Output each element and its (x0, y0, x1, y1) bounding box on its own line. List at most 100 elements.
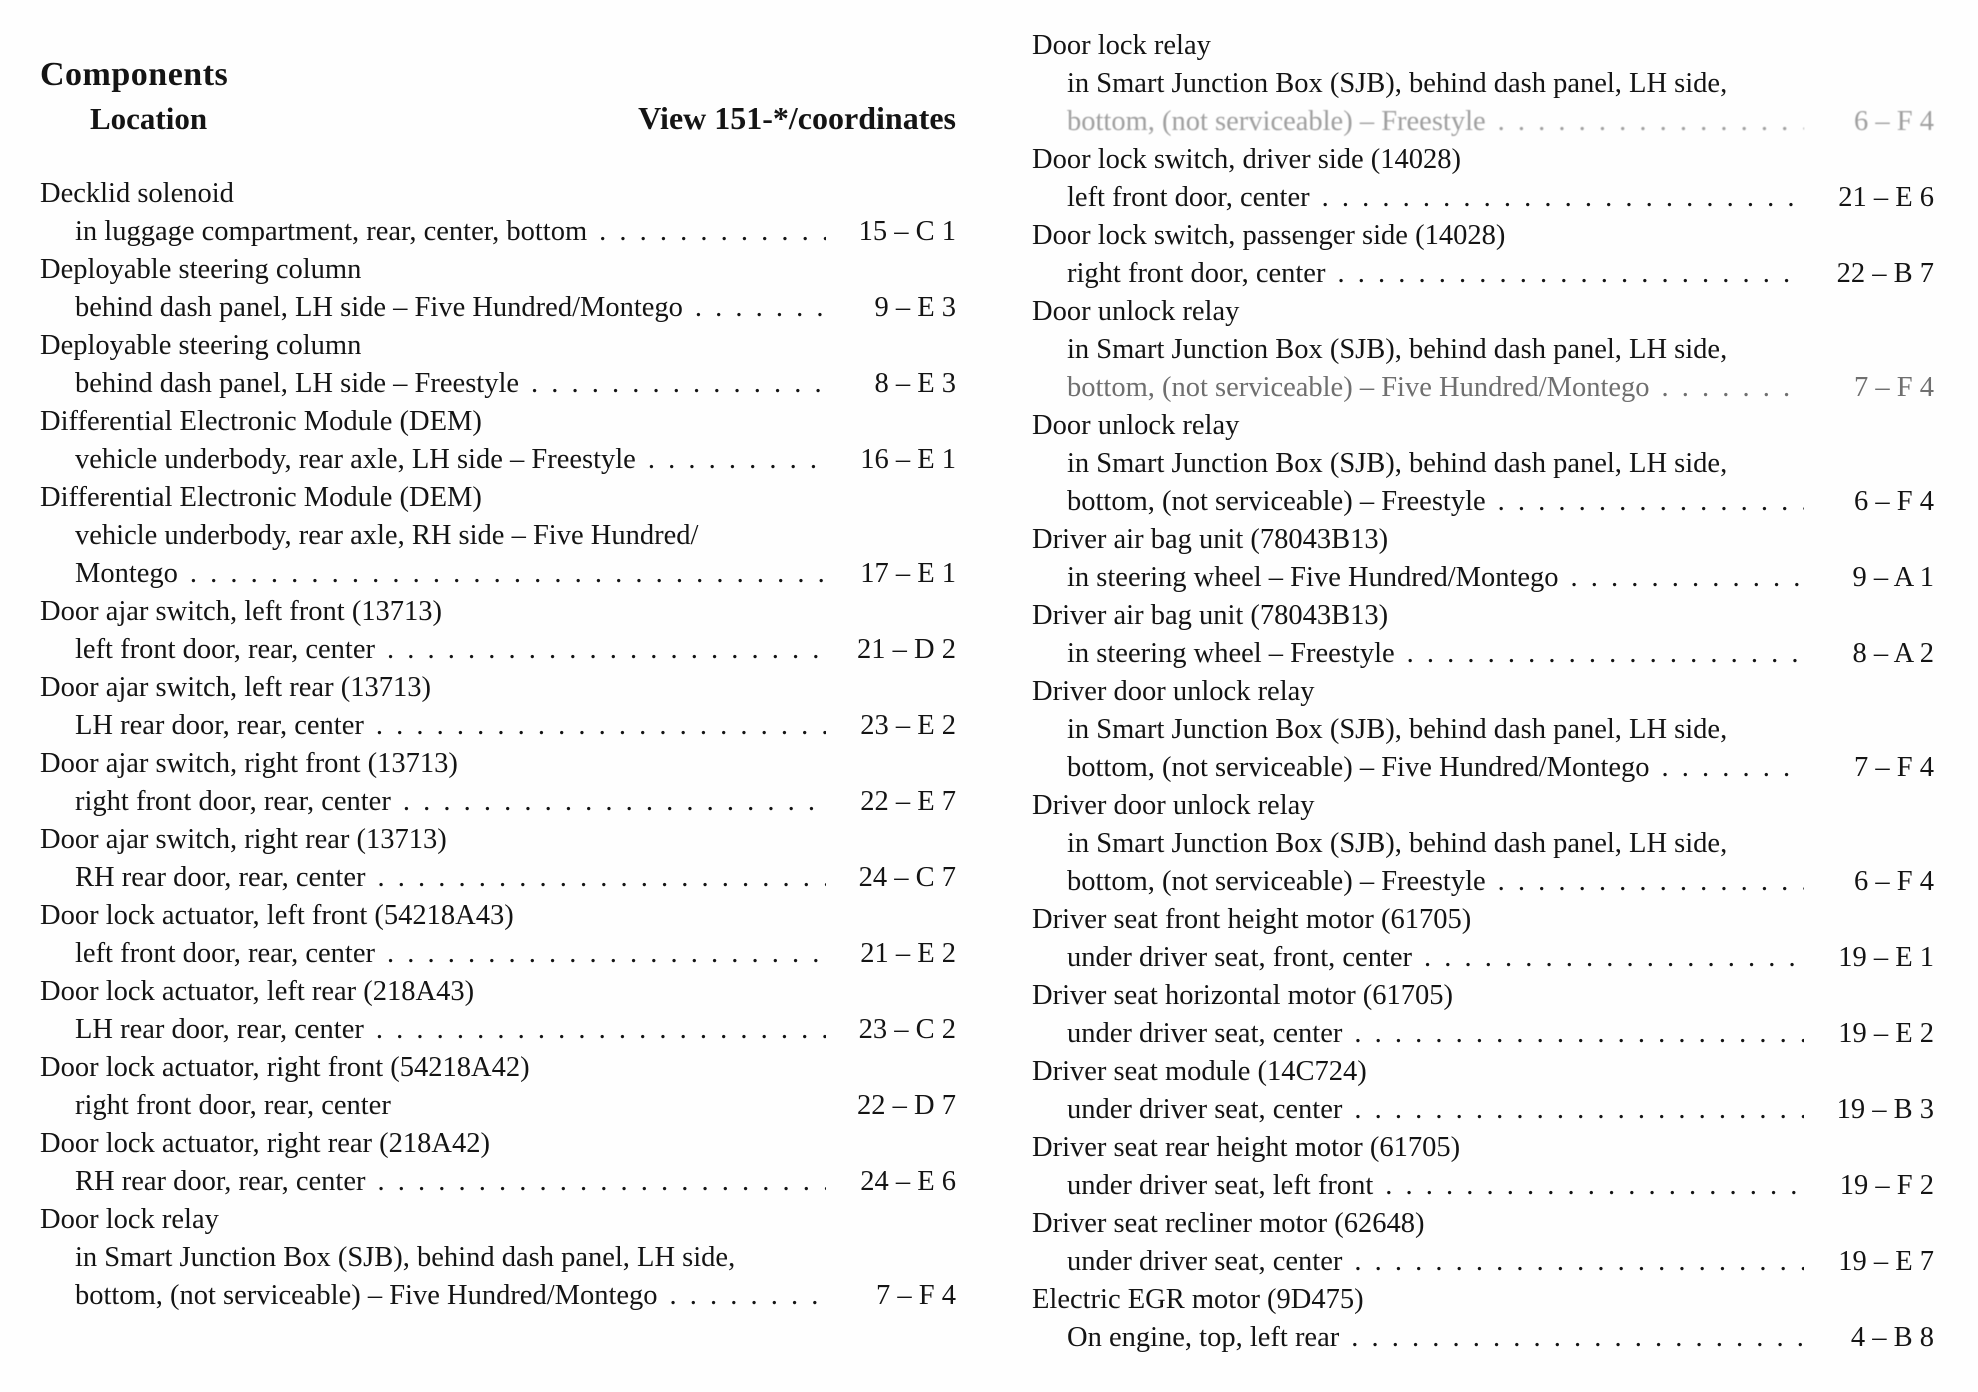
location-line: under driver seat, left front 19 – F 2 (1032, 1167, 1934, 1205)
component-entry: Decklid solenoid in luggage compartment, … (40, 175, 956, 251)
coordinate-ref: 24 – C 7 (858, 862, 956, 893)
location-line: bottom, (not serviceable) – Five Hundred… (1032, 749, 1934, 787)
coordinate-ref: 8 – A 2 (1852, 638, 1934, 669)
component-entry: Driver seat rear height motor (61705) und… (1032, 1129, 1934, 1205)
dot-leader (190, 555, 826, 593)
coordinate-ref: 22 – B 7 (1836, 258, 1934, 289)
view-coordinates-header: View 151-*/coordinates (638, 100, 956, 136)
location-line: in steering wheel – Freestyle 8 – A 2 (1032, 635, 1934, 673)
left-column-entries: Decklid solenoid in luggage compartment, … (40, 175, 956, 1315)
component-name: Door lock switch, driver side (14028) (1032, 144, 1461, 175)
location-line: RH rear door, rear, center 24 – E 6 (40, 1163, 956, 1201)
component-entry: Driver seat module (14C724) under driver … (1032, 1053, 1934, 1129)
component-entry: Differential Electronic Module (DEM) vehi… (40, 479, 956, 593)
dot-leader (376, 1011, 826, 1049)
component-entry: Door lock switch, passenger side (14028)… (1032, 217, 1934, 293)
dot-leader (1351, 1319, 1804, 1357)
component-name: Door ajar switch, left front (13713) (40, 596, 443, 627)
location-line: vehicle underbody, rear axle, LH side – … (40, 441, 956, 479)
component-entry: Door ajar switch, left front (13713) left… (40, 593, 956, 669)
location-text: in Smart Junction Box (SJB), behind dash… (1067, 714, 1728, 745)
component-entry: Door unlock relay in Smart Junction Box (… (1032, 293, 1934, 407)
dot-leader (1571, 559, 1804, 597)
location-line: bottom, (not serviceable) – Freestyle 6 –… (1032, 863, 1934, 901)
coordinate-ref: 17 – E 1 (860, 558, 956, 589)
location-line: behind dash panel, LH side – Freestyle 8 … (40, 365, 956, 403)
location-text: On engine, top, left rear (1067, 1322, 1340, 1353)
component-name: Driver seat horizontal motor (61705) (1032, 980, 1454, 1011)
coordinate-ref: 23 – E 2 (860, 710, 956, 741)
dot-leader (1385, 1167, 1804, 1205)
location-text: in Smart Junction Box (SJB), behind dash… (1067, 448, 1728, 479)
location-text: under driver seat, left front (1067, 1170, 1374, 1201)
component-name: Electric EGR motor (9D475) (1032, 1284, 1364, 1315)
location-line: right front door, center 22 – B 7 (1032, 255, 1934, 293)
component-entry: Driver door unlock relay in Smart Junctio… (1032, 673, 1934, 787)
coordinate-ref: 6 – F 4 (1854, 866, 1934, 897)
coordinate-ref: 8 – E 3 (874, 368, 956, 399)
location-line: right front door, rear, center 22 – D 7 (40, 1087, 956, 1125)
location-text: bottom, (not serviceable) – Freestyle (1067, 866, 1486, 897)
location-line: left front door, rear, center 21 – D 2 (40, 631, 956, 669)
dot-leader (599, 213, 826, 251)
location-line: LH rear door, rear, center 23 – C 2 (40, 1011, 956, 1049)
location-text: under driver seat, center (1067, 1018, 1343, 1049)
component-name: Driver seat module (14C724) (1032, 1056, 1367, 1087)
location-line: in steering wheel – Five Hundred/Montego… (1032, 559, 1934, 597)
component-name: Driver seat recliner motor (62648) (1032, 1208, 1425, 1239)
component-entry: Door ajar switch, right front (13713) rig… (40, 745, 956, 821)
component-name: Door lock relay (40, 1204, 219, 1235)
location-text: in Smart Junction Box (SJB), behind dash… (1067, 334, 1728, 365)
component-name: Door lock actuator, right front (54218A4… (40, 1052, 530, 1083)
dot-leader (695, 289, 826, 327)
component-entry: Door ajar switch, right rear (13713) RH r… (40, 821, 956, 897)
component-name: Door unlock relay (1032, 296, 1240, 327)
coordinate-ref: 23 – C 2 (858, 1014, 956, 1045)
location-text: RH rear door, rear, center (75, 1166, 366, 1197)
location-text: right front door, center (1067, 258, 1326, 289)
location-line: On engine, top, left rear 4 – B 8 (1032, 1319, 1934, 1357)
column-headers: Location View 151-*/coordinates (40, 100, 956, 137)
coordinate-ref: 19 – E 7 (1838, 1246, 1934, 1277)
component-entry: Door lock relay in Smart Junction Box (SJ… (1032, 27, 1934, 141)
location-text: left front door, rear, center (75, 938, 375, 969)
dot-leader (1662, 749, 1804, 787)
location-line: behind dash panel, LH side – Five Hundre… (40, 289, 956, 327)
dot-leader (377, 1163, 826, 1201)
dot-leader (1424, 939, 1804, 977)
component-name: Driver air bag unit (78043B13) (1032, 600, 1389, 631)
location-line: in Smart Junction Box (SJB), behind dash… (40, 1239, 956, 1277)
dot-leader (403, 783, 826, 821)
coordinate-ref: 16 – E 1 (860, 444, 956, 475)
component-entry: Driver seat recliner motor (62648) under … (1032, 1205, 1934, 1281)
location-text: in steering wheel – Freestyle (1067, 638, 1395, 669)
component-entry: Driver air bag unit (78043B13) in steerin… (1032, 521, 1934, 597)
location-line: left front door, rear, center 21 – E 2 (40, 935, 956, 973)
coordinate-ref: 19 – E 1 (1838, 942, 1934, 973)
location-text: left front door, rear, center (75, 634, 375, 665)
component-entry: Door lock actuator, left rear (218A43) LH… (40, 973, 956, 1049)
dot-leader (670, 1277, 826, 1315)
dot-leader (1498, 483, 1804, 521)
component-name: Door lock actuator, left rear (218A43) (40, 976, 475, 1007)
dot-leader (531, 365, 826, 403)
location-line: in luggage compartment, rear, center, bo… (40, 213, 956, 251)
right-column: Door lock relay in Smart Junction Box (SJ… (1032, 26, 1934, 1392)
location-text: behind dash panel, LH side – Freestyle (75, 368, 520, 399)
dot-leader (1498, 863, 1804, 901)
location-line: RH rear door, rear, center 24 – C 7 (40, 859, 956, 897)
page-title: Components (40, 56, 229, 93)
location-text: bottom, (not serviceable) – Freestyle (1067, 486, 1486, 517)
location-text: bottom, (not serviceable) – Freestyle (1067, 106, 1486, 137)
component-name: Door ajar switch, right front (13713) (40, 748, 458, 779)
location-line: under driver seat, center 19 – E 2 (1032, 1015, 1934, 1053)
location-text: under driver seat, center (1067, 1094, 1343, 1125)
coordinate-ref: 6 – F 4 (1854, 106, 1934, 137)
location-text: Montego (75, 558, 178, 589)
coordinate-ref: 19 – E 2 (1838, 1018, 1934, 1049)
location-text: LH rear door, rear, center (75, 710, 364, 741)
location-text: right front door, rear, center (75, 1090, 391, 1121)
location-text: in Smart Junction Box (SJB), behind dash… (1067, 68, 1728, 99)
coordinate-ref: 9 – A 1 (1852, 562, 1934, 593)
dot-leader (387, 935, 826, 973)
